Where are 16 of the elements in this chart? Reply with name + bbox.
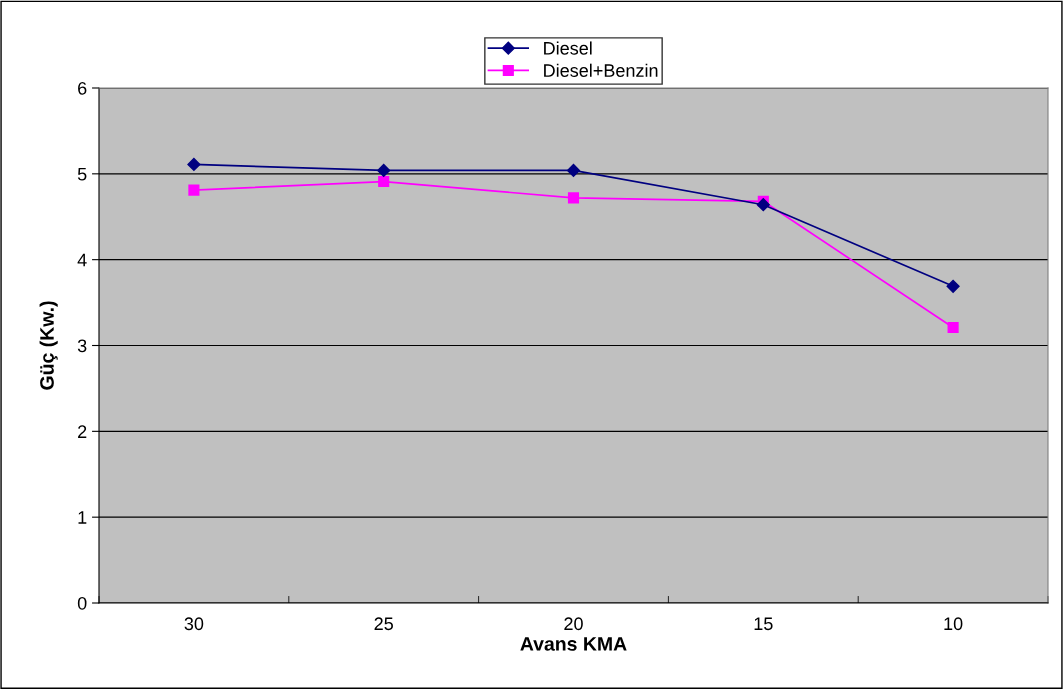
y-tick-label: 5: [77, 167, 87, 181]
x-tick-label: 25: [374, 617, 393, 631]
x-axis-title: Avans KMA: [520, 637, 627, 651]
x-tick-label: 15: [754, 617, 773, 631]
y-tick-label: 1: [78, 511, 87, 524]
y-tick-label: 3: [77, 339, 87, 353]
x-tick-label: 10: [944, 617, 963, 631]
y-tick-label: 2: [78, 425, 87, 438]
legend-label: Diesel+Benzin: [544, 63, 658, 77]
x-tick-label: 20: [564, 617, 583, 631]
y-tick-label: 6: [78, 81, 87, 95]
legend-label: Diesel: [544, 41, 592, 55]
y-axis-title: Güç (Kw.): [39, 301, 58, 390]
x-tick-label: 30: [184, 617, 204, 631]
y-tick-label: 4: [77, 253, 87, 267]
y-tick-label: 0: [77, 596, 87, 610]
